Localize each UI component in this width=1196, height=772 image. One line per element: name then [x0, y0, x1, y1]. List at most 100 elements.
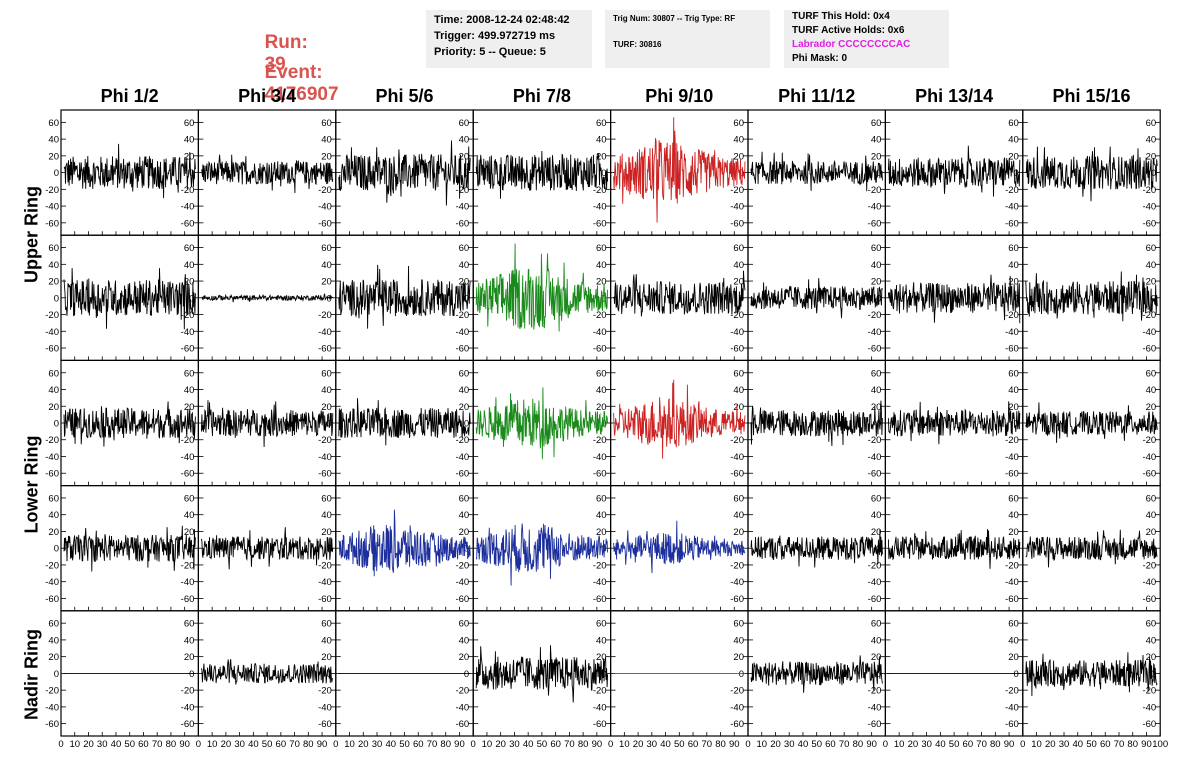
x-tick-label: 40	[248, 739, 259, 750]
waveform-line	[750, 151, 883, 192]
y-tick-label: -60	[1005, 469, 1019, 480]
y-tick-label: 60	[48, 243, 59, 254]
y-tick-label: 60	[1008, 243, 1019, 254]
y-tick-label: 60	[871, 493, 882, 504]
x-tick-label: 90	[866, 739, 877, 750]
y-tick-label: -40	[593, 702, 607, 713]
y-tick-label: -60	[593, 594, 607, 605]
y-tick-label: -40	[1142, 702, 1156, 713]
waveform-line	[613, 117, 746, 223]
x-tick-label: 0	[883, 739, 888, 750]
y-tick-label: 60	[1146, 118, 1157, 129]
y-tick-label: 20	[321, 527, 332, 538]
x-tick-label: 90	[179, 739, 190, 750]
y-tick-label: 20	[733, 402, 744, 413]
waveform-line	[613, 270, 746, 317]
y-tick-label: 20	[596, 402, 607, 413]
x-tick-label: 10	[756, 739, 767, 750]
y-tick-label: -60	[1142, 218, 1156, 229]
y-tick-label: 40	[459, 385, 470, 396]
x-tick-label: 10	[344, 739, 355, 750]
y-tick-label: 60	[459, 368, 470, 379]
x-tick-label: 10	[619, 739, 630, 750]
y-tick-label: 40	[1146, 510, 1157, 521]
y-tick-label: 40	[1008, 635, 1019, 646]
y-tick-label: 60	[321, 619, 332, 630]
y-tick-label: 20	[733, 527, 744, 538]
x-tick-label: 90	[592, 739, 603, 750]
y-tick-label: 60	[48, 118, 59, 129]
y-tick-label: 60	[733, 493, 744, 504]
y-tick-label: -20	[181, 435, 195, 446]
x-tick-label: 60	[688, 739, 699, 750]
y-tick-label: 0	[327, 293, 332, 304]
x-tick-label: 80	[1127, 739, 1138, 750]
y-tick-label: 60	[184, 493, 195, 504]
x-tick-label: 40	[523, 739, 534, 750]
y-tick-label: -40	[318, 702, 332, 713]
y-tick-label: 60	[459, 493, 470, 504]
time-info-box: Time: 2008-12-24 02:48:42 Trigger: 499.9…	[426, 10, 592, 68]
y-tick-label: -40	[730, 327, 744, 338]
y-tick-label: -60	[1005, 218, 1019, 229]
y-tick-label: -60	[45, 469, 59, 480]
x-tick-label: 30	[647, 739, 658, 750]
x-tick-label: 80	[578, 739, 589, 750]
y-tick-label: -60	[868, 469, 882, 480]
y-tick-label: 60	[1008, 368, 1019, 379]
y-tick-label: -20	[868, 686, 882, 697]
waveform-line	[613, 379, 746, 459]
y-tick-label: 60	[596, 619, 607, 630]
y-tick-label: -20	[593, 310, 607, 321]
y-tick-label: 60	[1008, 493, 1019, 504]
x-tick-label: 60	[138, 739, 149, 750]
y-tick-label: -60	[730, 344, 744, 355]
y-tick-label: 20	[1146, 527, 1157, 538]
y-tick-label: -20	[730, 310, 744, 321]
y-tick-label: 40	[184, 635, 195, 646]
y-tick-label: 40	[871, 135, 882, 146]
y-tick-label: -40	[868, 452, 882, 463]
y-tick-label: 40	[48, 635, 59, 646]
turf-hold-text: TURF This Hold: 0x4	[792, 11, 890, 22]
x-tick-label: 50	[399, 739, 410, 750]
waveform-line	[63, 267, 196, 330]
y-tick-label: 40	[1008, 135, 1019, 146]
waveform-line	[63, 401, 196, 447]
priority-text: Priority: 5 -- Queue: 5	[434, 46, 546, 58]
y-tick-label: 20	[184, 527, 195, 538]
waveform-line	[750, 278, 883, 319]
waveform-line	[1025, 529, 1158, 568]
y-tick-label: 20	[321, 151, 332, 162]
y-tick-label: 20	[184, 402, 195, 413]
y-tick-label: 20	[1008, 527, 1019, 538]
waveform-line	[887, 145, 1021, 197]
y-tick-label: -20	[593, 686, 607, 697]
y-tick-label: 20	[48, 277, 59, 288]
x-tick-label: 40	[935, 739, 946, 750]
y-tick-label: 20	[596, 277, 607, 288]
x-tick-label: 90	[317, 739, 328, 750]
y-tick-label: -20	[45, 560, 59, 571]
x-tick-label: 0	[471, 739, 476, 750]
y-tick-label: 20	[184, 277, 195, 288]
y-tick-label: 40	[1146, 135, 1157, 146]
y-tick-label: 60	[1146, 368, 1157, 379]
y-tick-label: -40	[455, 702, 469, 713]
waveform-line	[338, 509, 471, 577]
y-tick-label: -20	[730, 185, 744, 196]
y-tick-label: 60	[184, 368, 195, 379]
y-tick-label: -60	[181, 218, 195, 229]
y-tick-label: 40	[48, 385, 59, 396]
column-header: Phi 5/6	[375, 86, 434, 106]
